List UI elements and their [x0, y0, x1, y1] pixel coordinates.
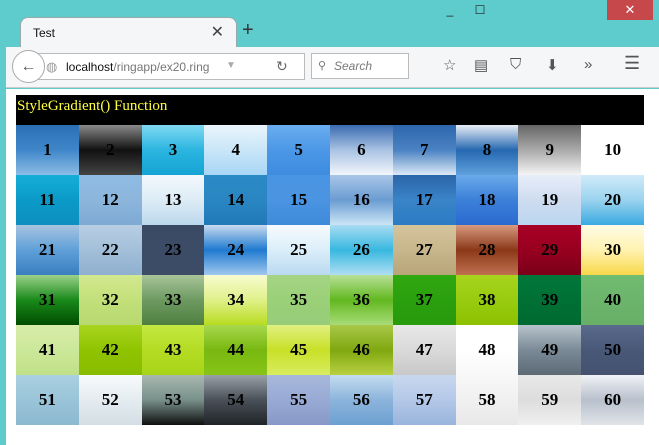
gradient-cell: 47	[392, 325, 456, 375]
gradient-cell: 51	[16, 375, 79, 425]
gradient-cell: 56	[329, 375, 393, 425]
gradient-cell: 37	[392, 275, 456, 325]
search-input[interactable]: ⚲ Search	[311, 53, 409, 79]
globe-icon: ◍	[46, 59, 58, 74]
back-button[interactable]: ←	[12, 50, 45, 83]
maximize-button[interactable]: ☐	[474, 3, 486, 17]
gradient-cell: 32	[78, 275, 142, 325]
gradient-cell: 27	[392, 225, 456, 275]
download-icon[interactable]: ⬇	[546, 57, 559, 74]
navigation-toolbar: ◍ localhost/ringapp/ex20.ring ▼ ↻ ← ⚲ Se…	[6, 47, 659, 88]
url-host: localhost	[66, 60, 114, 74]
url-text: localhost/ringapp/ex20.ring	[66, 60, 209, 74]
gradient-cell: 43	[141, 325, 205, 375]
gradient-cell: 21	[16, 225, 79, 275]
reading-list-icon[interactable]: ▤	[474, 57, 489, 74]
gradient-cell: 12	[78, 175, 142, 225]
dropdown-icon[interactable]: ▼	[226, 60, 236, 71]
gradient-cell: 36	[329, 275, 393, 325]
gradient-cell: 42	[78, 325, 142, 375]
gradient-cell: 44	[204, 325, 268, 375]
gradient-cell: 29	[518, 225, 582, 275]
gradient-cell: 59	[518, 375, 582, 425]
gradient-cell: 25	[267, 225, 330, 275]
gradient-cell: 30	[581, 225, 644, 275]
gradient-cell: 58	[455, 375, 519, 425]
gradient-cell: 17	[392, 175, 456, 225]
gradient-cell: 33	[141, 275, 205, 325]
gradient-cell: 35	[267, 275, 330, 325]
gradient-cell: 18	[455, 175, 519, 225]
minimize-button[interactable]: _	[446, 3, 454, 17]
gradient-cell: 50	[581, 325, 644, 375]
gradient-cell: 7	[392, 125, 456, 175]
gradient-cell: 39	[518, 275, 582, 325]
gradient-cell: 48	[455, 325, 519, 375]
gradient-cell: 49	[518, 325, 582, 375]
gradient-cell: 52	[78, 375, 142, 425]
url-path: /ringapp/ex20.ring	[113, 60, 210, 74]
gradient-cell: 40	[581, 275, 644, 325]
gradient-cell: 3	[141, 125, 205, 175]
gradient-cell: 4	[204, 125, 268, 175]
gradient-cell: 13	[141, 175, 205, 225]
close-tab-icon[interactable]: ✕	[210, 24, 224, 41]
new-tab-button[interactable]: +	[242, 19, 254, 41]
gradient-cell: 14	[204, 175, 268, 225]
gradient-cell: 26	[329, 225, 393, 275]
gradient-cell: 10	[581, 125, 644, 175]
gradient-cell: 1	[16, 125, 79, 175]
gradient-cell: 19	[518, 175, 582, 225]
gradient-cell: 54	[204, 375, 268, 425]
gradient-cell: 15	[267, 175, 330, 225]
menu-icon[interactable]: ☰	[624, 53, 641, 73]
gradient-cell: 22	[78, 225, 142, 275]
gradient-cell: 5	[267, 125, 330, 175]
gradient-cell: 45	[267, 325, 330, 375]
gradient-cell: 53	[141, 375, 205, 425]
close-window-button[interactable]: ✕	[607, 0, 653, 20]
gradient-cell: 23	[141, 225, 205, 275]
page-title: StyleGradient() Function	[16, 95, 644, 125]
tab-test[interactable]: Test ✕	[20, 17, 237, 49]
gradient-cell: 34	[204, 275, 268, 325]
search-icon: ⚲	[318, 60, 327, 72]
gradient-cell: 8	[455, 125, 519, 175]
gradient-cell: 57	[392, 375, 456, 425]
gradient-cell: 2	[78, 125, 142, 175]
gradient-grid: 1 2 3 4 5 6 7 8 9 10 11 12 13 14 15 16 17 18 19 20 21 22 23 24 2…	[16, 125, 644, 425]
page-content: StyleGradient() Function 1 2 3 4 5 6 7 8 9 10 11 12…	[6, 89, 659, 445]
gradient-cell: 6	[329, 125, 393, 175]
tab-title: Test	[33, 26, 56, 40]
gradient-cell: 55	[267, 375, 330, 425]
overflow-chevron-icon[interactable]: »	[584, 56, 593, 73]
reload-icon[interactable]: ↻	[276, 58, 288, 74]
gradient-cell: 46	[329, 325, 393, 375]
gradient-cell: 31	[16, 275, 79, 325]
gradient-cell: 38	[455, 275, 519, 325]
gradient-cell: 41	[16, 325, 79, 375]
url-bar[interactable]: ◍ localhost/ringapp/ex20.ring ▼ ↻	[36, 53, 305, 80]
gradient-cell: 28	[455, 225, 519, 275]
gradient-cell: 60	[581, 375, 644, 425]
gradient-cell: 16	[329, 175, 393, 225]
pocket-icon[interactable]: ⛉	[510, 56, 522, 73]
bookmark-star-icon[interactable]: ☆	[443, 57, 457, 74]
search-placeholder: Search	[334, 59, 373, 73]
gradient-cell: 9	[518, 125, 582, 175]
gradient-cell: 11	[16, 175, 79, 225]
gradient-cell: 24	[204, 225, 268, 275]
gradient-cell: 20	[581, 175, 644, 225]
